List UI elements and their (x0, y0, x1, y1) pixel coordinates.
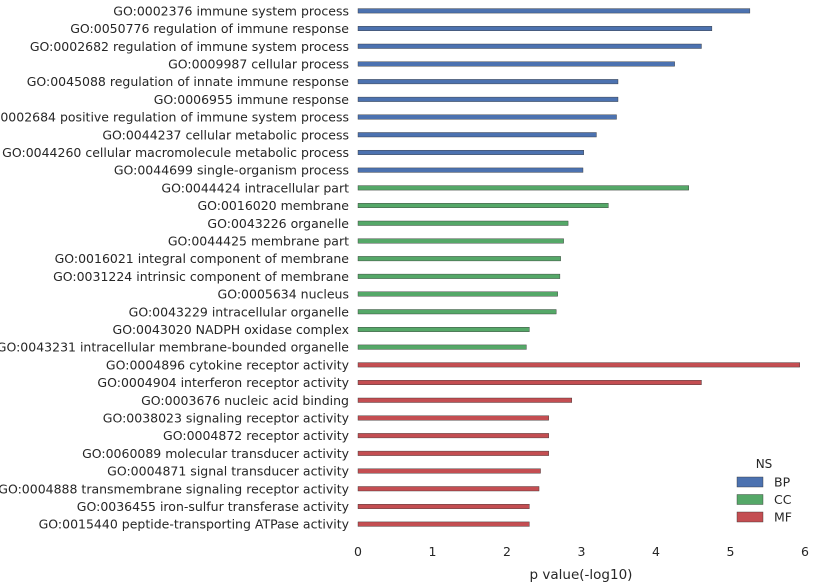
bar-19 (357, 327, 530, 332)
x-tick-label: 0 (354, 544, 362, 559)
category-label: GO:0003676 nucleic acid binding (141, 393, 349, 408)
category-label: GO:0006955 immune response (154, 92, 350, 107)
category-label: GO:0043231 intracellular membrane-bounde… (0, 340, 349, 355)
legend-label-bp: BP (774, 475, 791, 490)
category-label: GO:0009987 cellular process (168, 56, 349, 71)
bar-29 (357, 504, 530, 509)
category-label: GO:0036455 iron-sulfur transferase activ… (77, 499, 350, 514)
legend-entries-group: BP CC MF (736, 475, 792, 525)
category-label: GO:0004896 cytokine receptor activity (106, 357, 350, 372)
bars-group (357, 8, 800, 527)
x-tick-label: 5 (727, 544, 735, 559)
legend: NS BP CC MF (736, 457, 792, 525)
bar-9 (357, 149, 584, 155)
category-labels-group: GO:0002376 immune system process GO:00507… (0, 3, 350, 531)
category-label: GO:0050776 regulation of immune response (70, 21, 349, 36)
category-label: GO:0045088 regulation of innate immune r… (27, 74, 350, 89)
category-label: GO:0002682 regulation of immune system p… (30, 39, 349, 54)
category-label: GO:0015440 peptide-transporting ATPase a… (39, 517, 350, 532)
bar-10 (357, 167, 584, 173)
category-label: GO:0002684 positive regulation of immune… (0, 110, 349, 125)
category-label: GO:0044424 intracellular part (161, 180, 349, 195)
legend-label-mf: MF (774, 510, 792, 525)
bar-30 (357, 521, 530, 527)
bar-12 (357, 203, 609, 209)
bar-14 (357, 238, 564, 244)
bar-25 (357, 433, 549, 439)
bar-6 (357, 96, 619, 102)
bar-22 (357, 380, 702, 385)
bar-17 (357, 291, 558, 297)
category-label: GO:0016020 membrane (197, 198, 349, 213)
bar-3 (357, 43, 702, 49)
category-label: GO:0043020 NADPH oxidase complex (113, 322, 349, 337)
x-tick-label: 3 (578, 544, 586, 559)
category-label: GO:0038023 signaling receptor activity (103, 410, 350, 425)
bar-11 (357, 185, 689, 191)
bar-28 (357, 486, 540, 492)
bar-27 (357, 468, 541, 474)
category-label: GO:0044260 cellular macromolecule metabo… (2, 145, 349, 160)
category-label: GO:0043229 intracellular organelle (129, 304, 350, 319)
legend-swatch-bp (736, 476, 764, 488)
x-tick-label: 6 (801, 544, 809, 559)
x-axis-ticks-group: 0 1 2 3 4 5 6 (354, 544, 809, 559)
bar-15 (357, 256, 561, 262)
bar-8 (357, 132, 597, 138)
bar-24 (357, 415, 549, 421)
bar-2 (357, 26, 713, 31)
category-label: GO:0004872 receptor activity (163, 428, 350, 443)
x-axis-title: p value(-log10) (530, 567, 633, 583)
bar-26 (357, 450, 549, 456)
category-label: GO:0004888 transmembrane signaling recep… (0, 481, 350, 496)
bar-4 (357, 61, 675, 67)
bar-5 (357, 79, 619, 85)
legend-label-cc: CC (774, 492, 792, 507)
legend-title: NS (756, 457, 773, 471)
category-label: GO:0044699 single-organism process (114, 163, 349, 178)
x-tick-label: 2 (503, 544, 511, 559)
bar-18 (357, 309, 557, 315)
category-label: GO:0005634 nucleus (218, 287, 349, 302)
x-tick-label: 4 (652, 544, 660, 559)
category-label: GO:0043226 organelle (207, 216, 349, 231)
category-label: GO:0004871 signal transducer activity (107, 464, 349, 479)
bar-7 (357, 114, 617, 120)
category-label: GO:0016021 integral component of membran… (55, 251, 350, 266)
category-label: GO:0060089 molecular transducer activity (82, 446, 350, 461)
category-label: GO:0002376 immune system process (113, 3, 349, 18)
bar-20 (357, 344, 527, 350)
category-label: GO:0044425 membrane part (168, 233, 349, 248)
bar-23 (357, 397, 573, 403)
bar-1 (357, 8, 751, 14)
category-label: GO:0004904 interferon receptor activity (97, 375, 349, 390)
bar-13 (357, 220, 569, 226)
bar-21 (357, 362, 800, 368)
x-tick-label: 1 (429, 544, 437, 559)
legend-swatch-cc (736, 494, 764, 505)
bar-16 (357, 273, 561, 279)
legend-swatch-mf (736, 511, 764, 523)
category-label: GO:0031224 intrinsic component of membra… (53, 269, 349, 284)
category-label: GO:0044237 cellular metabolic process (102, 127, 349, 142)
